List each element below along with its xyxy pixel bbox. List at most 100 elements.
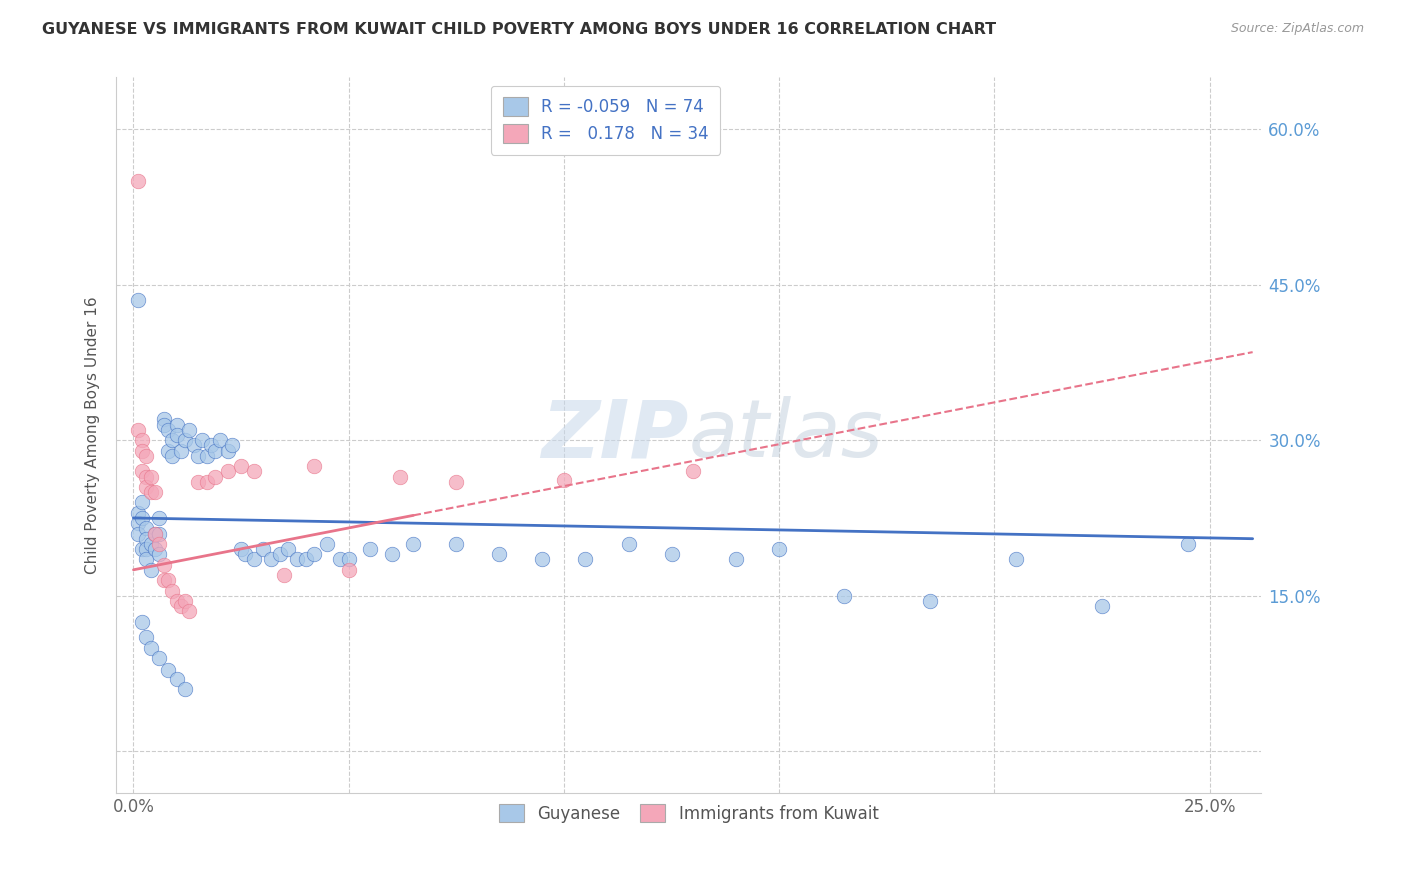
Point — [148, 537, 170, 551]
Point — [152, 558, 174, 572]
Point — [661, 547, 683, 561]
Point — [131, 434, 153, 448]
Point — [174, 434, 197, 448]
Point — [139, 640, 162, 655]
Point — [131, 464, 153, 478]
Point — [148, 511, 170, 525]
Point — [174, 594, 197, 608]
Point — [204, 443, 226, 458]
Point — [127, 506, 149, 520]
Point — [152, 417, 174, 432]
Point — [143, 526, 166, 541]
Point — [131, 511, 153, 525]
Point — [166, 428, 188, 442]
Point — [127, 526, 149, 541]
Point — [832, 589, 855, 603]
Point — [135, 480, 157, 494]
Point — [208, 434, 231, 448]
Y-axis label: Child Poverty Among Boys Under 16: Child Poverty Among Boys Under 16 — [86, 296, 100, 574]
Point — [139, 537, 162, 551]
Point — [166, 594, 188, 608]
Point — [918, 594, 941, 608]
Point — [277, 542, 299, 557]
Point — [183, 438, 205, 452]
Point — [156, 443, 179, 458]
Point — [682, 464, 704, 478]
Point — [217, 443, 239, 458]
Point — [135, 542, 157, 557]
Point — [135, 469, 157, 483]
Point — [179, 423, 201, 437]
Point — [139, 469, 162, 483]
Point — [574, 552, 596, 566]
Point — [152, 573, 174, 587]
Point — [359, 542, 381, 557]
Point — [127, 174, 149, 188]
Point — [617, 537, 640, 551]
Text: ZIP: ZIP — [541, 396, 689, 474]
Point — [148, 547, 170, 561]
Point — [148, 651, 170, 665]
Point — [170, 443, 193, 458]
Point — [156, 423, 179, 437]
Point — [135, 630, 157, 644]
Point — [143, 485, 166, 500]
Point — [127, 293, 149, 308]
Point — [127, 423, 149, 437]
Point — [252, 542, 274, 557]
Point — [160, 449, 183, 463]
Point — [235, 547, 257, 561]
Point — [170, 599, 193, 613]
Point — [166, 672, 188, 686]
Point — [135, 532, 157, 546]
Point — [195, 475, 218, 489]
Point — [135, 449, 157, 463]
Point — [446, 537, 468, 551]
Point — [200, 438, 222, 452]
Point — [402, 537, 425, 551]
Point — [768, 542, 790, 557]
Point — [135, 521, 157, 535]
Point — [174, 681, 197, 696]
Point — [131, 443, 153, 458]
Point — [1091, 599, 1114, 613]
Point — [273, 568, 295, 582]
Point — [179, 604, 201, 618]
Point — [229, 542, 252, 557]
Point — [531, 552, 554, 566]
Point — [135, 552, 157, 566]
Point — [166, 417, 188, 432]
Point — [187, 475, 209, 489]
Point — [243, 552, 266, 566]
Text: atlas: atlas — [689, 396, 883, 474]
Point — [139, 485, 162, 500]
Point — [160, 583, 183, 598]
Point — [187, 449, 209, 463]
Point — [204, 469, 226, 483]
Point — [131, 615, 153, 629]
Point — [446, 475, 468, 489]
Point — [139, 563, 162, 577]
Text: GUYANESE VS IMMIGRANTS FROM KUWAIT CHILD POVERTY AMONG BOYS UNDER 16 CORRELATION: GUYANESE VS IMMIGRANTS FROM KUWAIT CHILD… — [42, 22, 997, 37]
Point — [148, 526, 170, 541]
Point — [337, 552, 360, 566]
Point — [304, 459, 326, 474]
Point — [1005, 552, 1028, 566]
Point — [143, 542, 166, 557]
Point — [195, 449, 218, 463]
Point — [156, 573, 179, 587]
Point — [260, 552, 283, 566]
Point — [269, 547, 291, 561]
Point — [221, 438, 243, 452]
Point — [1177, 537, 1199, 551]
Point — [152, 412, 174, 426]
Point — [127, 516, 149, 530]
Point — [316, 537, 339, 551]
Point — [337, 563, 360, 577]
Point — [156, 664, 179, 678]
Point — [217, 464, 239, 478]
Point — [191, 434, 214, 448]
Point — [131, 542, 153, 557]
Point — [143, 526, 166, 541]
Point — [389, 469, 412, 483]
